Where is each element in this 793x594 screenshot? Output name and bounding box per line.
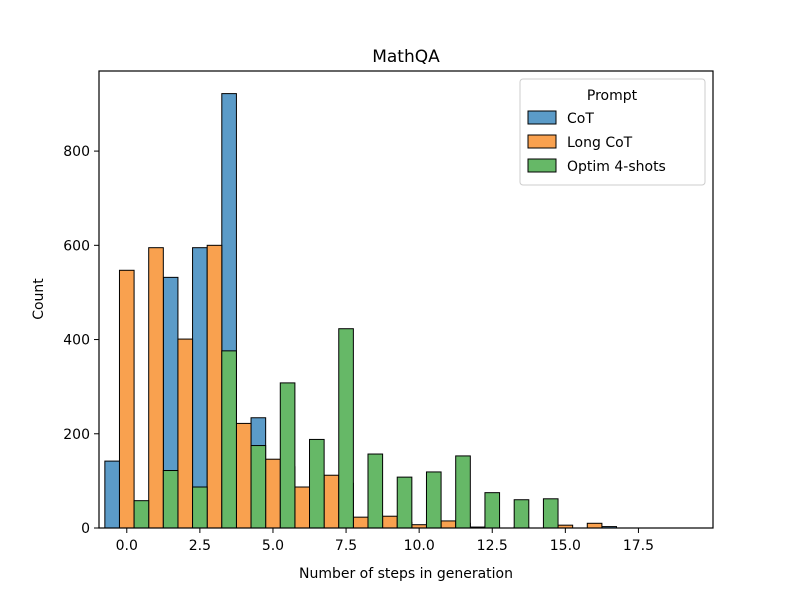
legend-swatch <box>527 110 557 125</box>
bar-cot-3 <box>192 247 208 529</box>
x-tick-label: 10.0 <box>404 538 435 554</box>
x-tick-label: 2.5 <box>189 538 211 554</box>
bar-long-cot-7 <box>323 474 340 529</box>
bar-long-cot-9 <box>382 515 398 529</box>
bar-long-cot-11 <box>440 520 457 529</box>
legend-frame <box>519 78 706 186</box>
bar-optim-4-shots-9 <box>396 476 413 529</box>
plot-frame <box>98 70 714 529</box>
x-tick-label: 12.5 <box>477 538 508 554</box>
x-tick-label: 7.5 <box>335 538 357 554</box>
bars-group <box>104 93 618 529</box>
x-tick-label: 5.0 <box>262 538 284 554</box>
bar-long-cot-4 <box>235 422 252 529</box>
legend-entry-label: Long CoT <box>567 135 633 151</box>
bar-optim-4-shots-1 <box>162 470 179 529</box>
bar-optim-4-shots-5 <box>279 382 296 529</box>
legend-entry-label: Optim 4-shots <box>567 159 666 175</box>
x-axis-label: Number of steps in generation <box>299 566 513 582</box>
bar-long-cot-2 <box>177 338 194 529</box>
bar-optim-4-shots-8 <box>367 453 384 529</box>
x-axis-ticks: 0.0 2.5 5.0 7.5 10.0 12.5 15.0 17.5 <box>116 528 654 554</box>
y-tick-label: 200 <box>63 427 90 443</box>
bar-cot-0 <box>104 460 120 529</box>
y-axis-ticks: 0 200 400 600 800 <box>63 144 99 537</box>
bar-optim-4-shots-12 <box>484 492 501 529</box>
y-tick-label: 800 <box>63 144 90 160</box>
x-tick-label: 17.5 <box>623 538 654 554</box>
legend-entry-label: CoT <box>567 111 594 127</box>
y-axis-label: Count <box>31 278 47 320</box>
y-tick-label: 0 <box>81 521 90 537</box>
bar-long-cot-0 <box>118 269 135 529</box>
bar-optim-4-shots-14 <box>542 498 559 529</box>
bar-optim-4-shots-13 <box>513 499 530 529</box>
bar-optim-4-shots-2 <box>192 486 208 529</box>
legend-swatch <box>527 134 557 149</box>
bar-long-cot-8 <box>352 516 369 529</box>
y-tick-label: 600 <box>63 238 90 254</box>
bar-long-cot-5 <box>265 458 281 529</box>
x-tick-label: 0.0 <box>116 538 138 554</box>
bar-optim-4-shots-7 <box>338 328 354 529</box>
bar-optim-4-shots-10 <box>425 471 442 529</box>
x-tick-label: 15.0 <box>550 538 581 554</box>
bar-optim-4-shots-3 <box>221 350 237 529</box>
bar-long-cot-3 <box>206 244 223 529</box>
bar-optim-4-shots-11 <box>455 455 471 529</box>
bar-optim-4-shots-6 <box>309 438 325 529</box>
y-tick-label: 400 <box>63 333 90 349</box>
chart-title: MathQA <box>372 47 440 67</box>
legend: Prompt CoT Long CoT Optim 4-shots <box>519 78 706 186</box>
legend-title: Prompt <box>587 88 638 104</box>
bar-long-cot-6 <box>294 486 311 529</box>
legend-swatch <box>527 158 557 173</box>
bar-optim-4-shots-0 <box>133 500 150 529</box>
bar-optim-4-shots-4 <box>250 445 267 529</box>
bar-long-cot-1 <box>148 247 164 529</box>
bar-long-cot-16 <box>586 522 603 529</box>
